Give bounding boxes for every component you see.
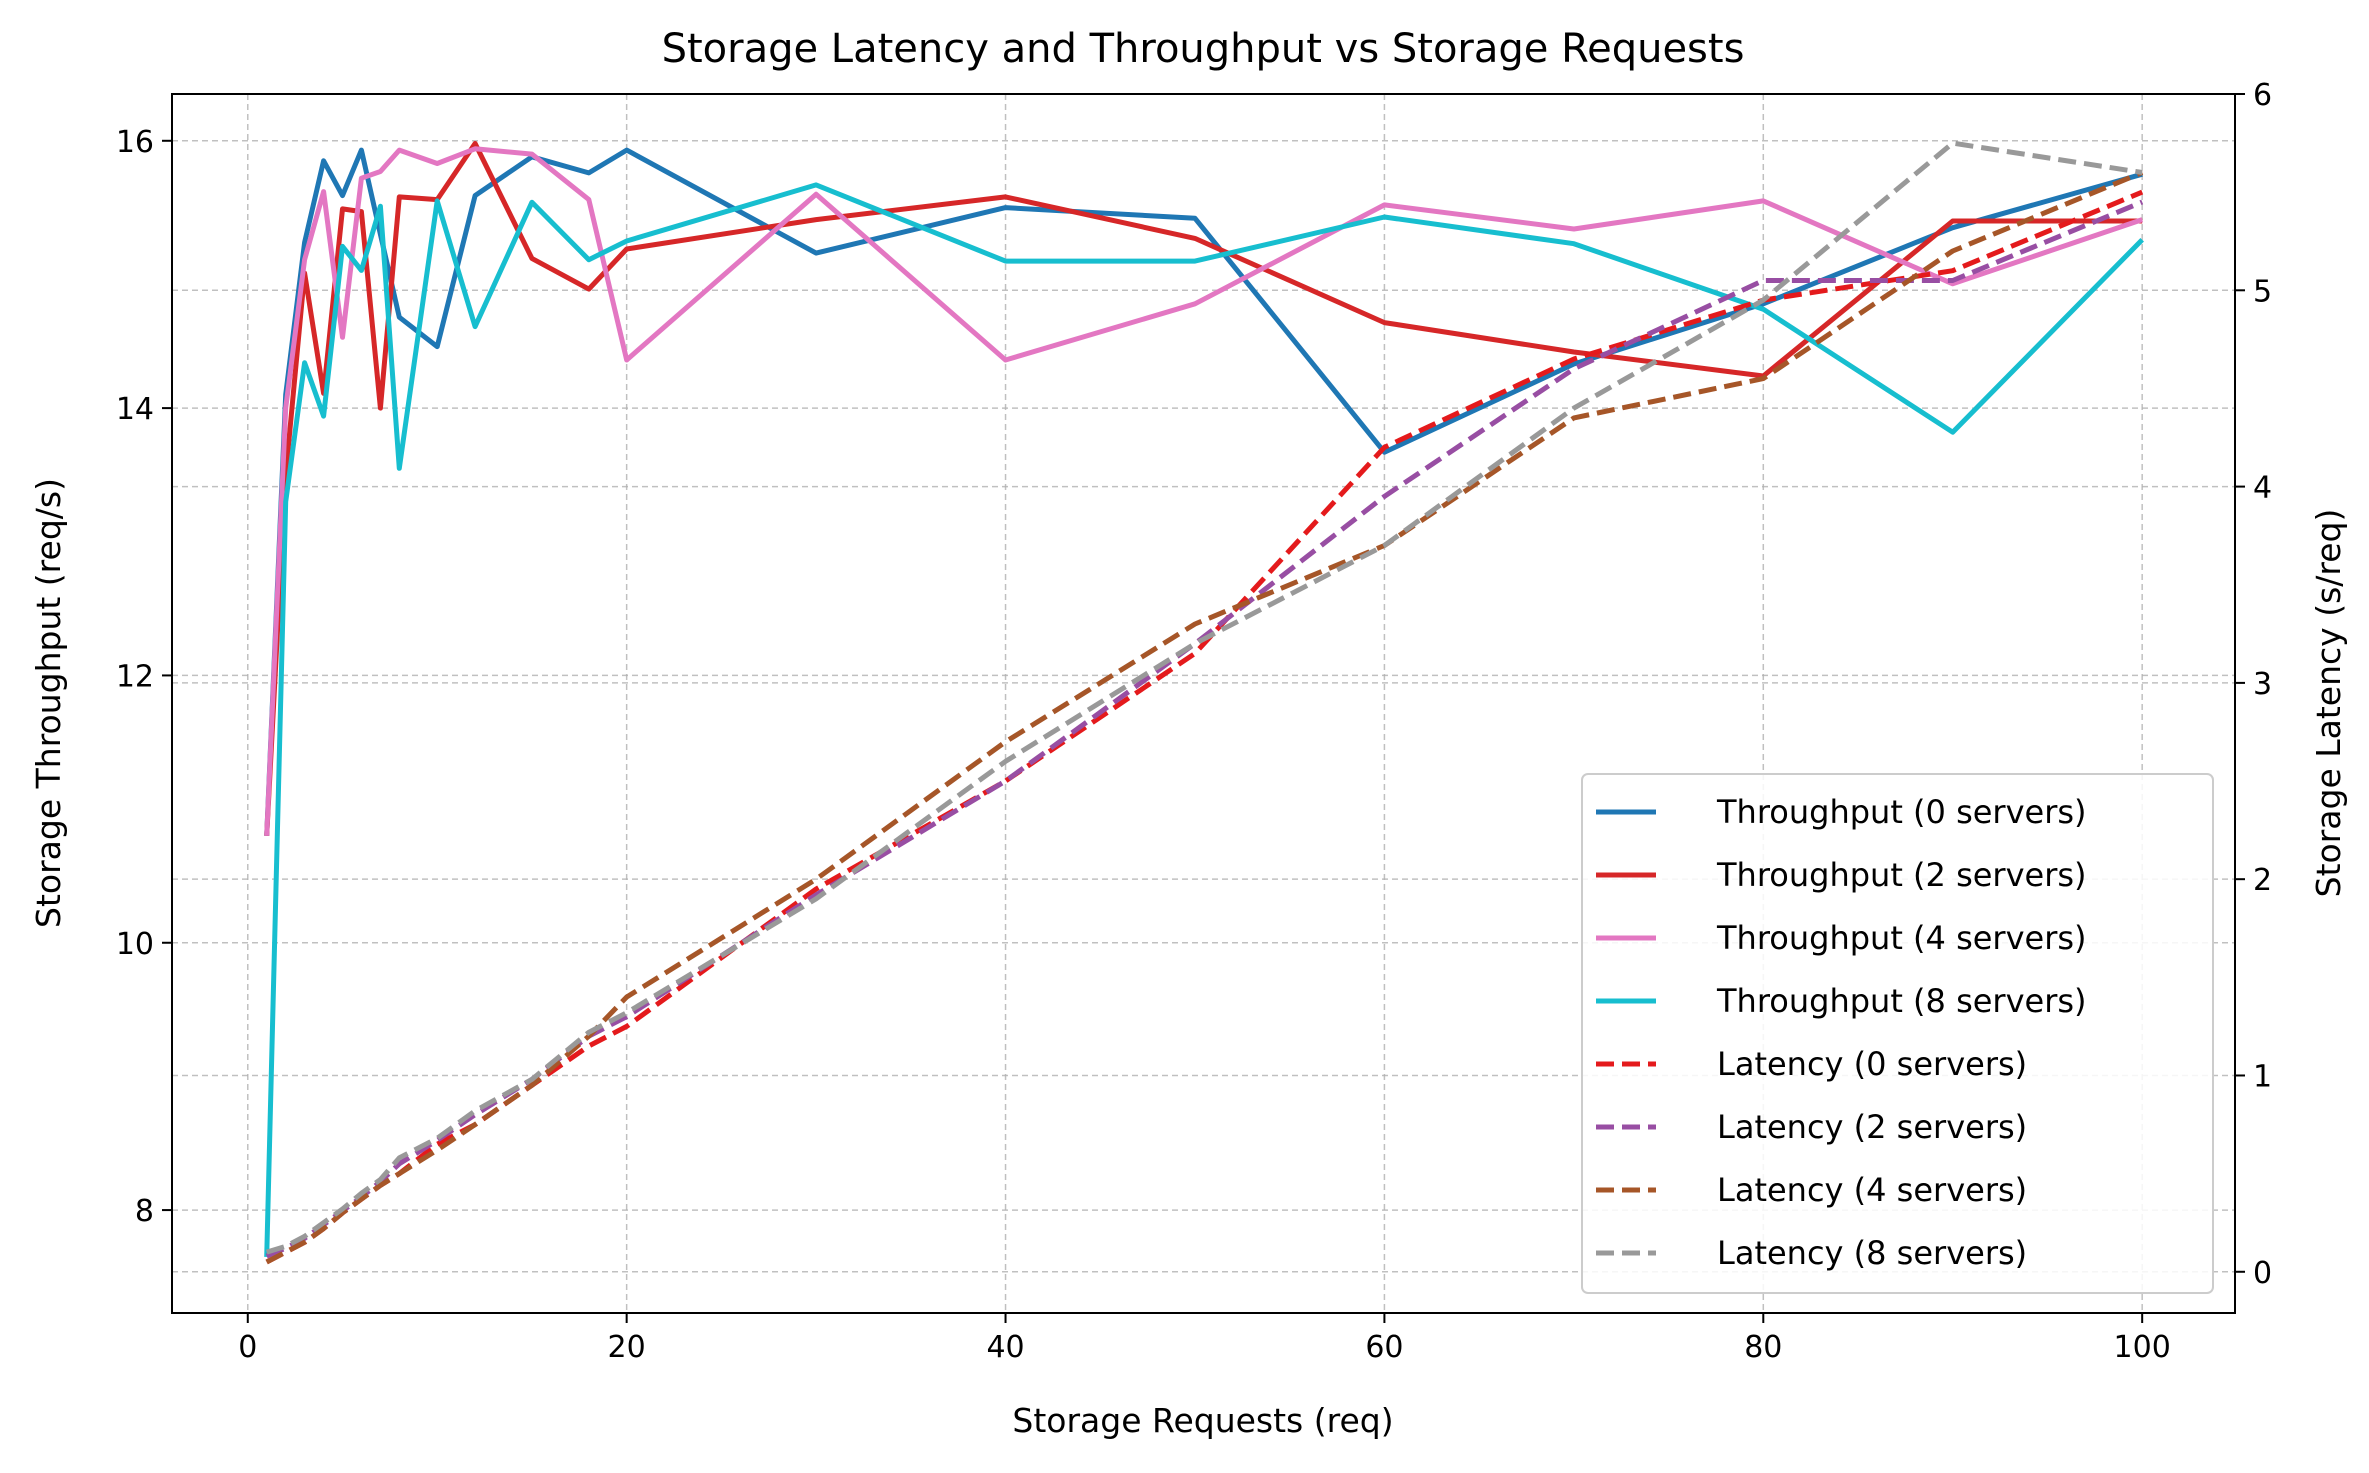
legend-label: Throughput (2 servers) xyxy=(1716,856,2087,894)
y2-tick-label: 1 xyxy=(2253,1059,2272,1094)
legend-box xyxy=(1582,774,2213,1293)
legend-label: Throughput (0 servers) xyxy=(1716,793,2087,831)
legend-label: Latency (4 servers) xyxy=(1717,1171,2027,1209)
legend: Throughput (0 servers) Throughput (2 serv… xyxy=(1582,774,2213,1293)
y2-tick-label: 6 xyxy=(2253,78,2272,113)
y-tick-label: 14 xyxy=(116,392,154,427)
y2-tick-label: 0 xyxy=(2253,1256,2272,1291)
y2-tick-label: 2 xyxy=(2253,863,2272,898)
x-tick-label: 0 xyxy=(238,1330,257,1365)
legend-label: Latency (0 servers) xyxy=(1717,1045,2027,1083)
y-axis-label: Storage Throughput (req/s) xyxy=(29,478,68,928)
y-tick-label: 16 xyxy=(116,125,154,160)
y2-tick-label: 5 xyxy=(2253,274,2272,309)
legend-label: Throughput (8 servers) xyxy=(1716,982,2087,1020)
x-tick-label: 80 xyxy=(1744,1330,1782,1365)
x-axis-label: Storage Requests (req) xyxy=(1012,1401,1393,1440)
x-tick-label: 40 xyxy=(986,1330,1024,1365)
y-tick-label: 12 xyxy=(116,659,154,694)
y-tick-label: 10 xyxy=(116,927,154,962)
y2-axis-label: Storage Latency (s/req) xyxy=(2309,509,2348,898)
legend-label: Latency (2 servers) xyxy=(1717,1108,2027,1146)
x-tick-label: 60 xyxy=(1365,1330,1403,1365)
y2-tick-label: 4 xyxy=(2253,471,2272,506)
x-tick-label: 20 xyxy=(608,1330,646,1365)
y2-tick-label: 3 xyxy=(2253,667,2272,702)
legend-label: Latency (8 servers) xyxy=(1717,1234,2027,1272)
chart-title: Storage Latency and Throughput vs Storag… xyxy=(662,26,1745,72)
x-tick-label: 100 xyxy=(2114,1330,2171,1365)
y-tick-label: 8 xyxy=(135,1194,154,1229)
legend-label: Throughput (4 servers) xyxy=(1716,919,2087,957)
